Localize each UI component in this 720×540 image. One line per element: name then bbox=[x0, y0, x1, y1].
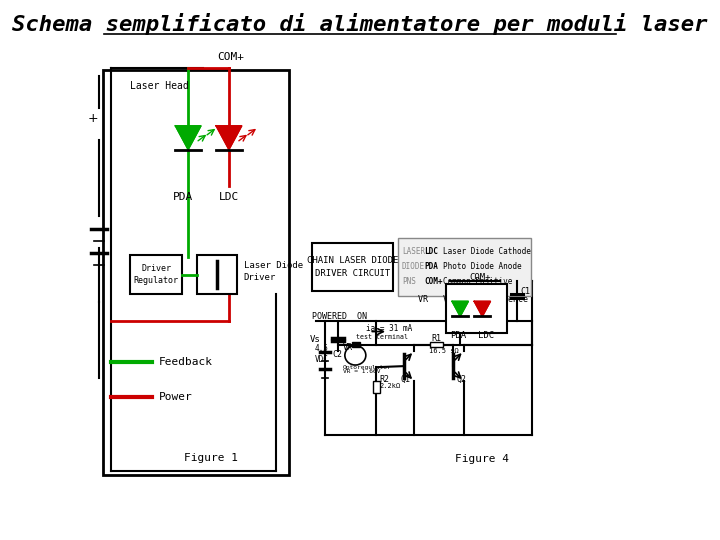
Polygon shape bbox=[452, 301, 468, 316]
Text: VR = 1.66V: VR = 1.66V bbox=[343, 369, 380, 374]
Text: COM+: COM+ bbox=[217, 52, 244, 62]
Text: LDC: LDC bbox=[219, 192, 239, 202]
Text: COM+: COM+ bbox=[424, 277, 443, 286]
Text: Laser Diode Cathode: Laser Diode Cathode bbox=[444, 247, 531, 255]
Text: Feedback: Feedback bbox=[159, 357, 213, 367]
Text: 16.5 sΩ: 16.5 sΩ bbox=[428, 348, 459, 354]
Text: COM+: COM+ bbox=[469, 273, 491, 281]
Text: +: + bbox=[87, 112, 98, 125]
Text: PNS: PNS bbox=[402, 277, 416, 286]
Text: LDC: LDC bbox=[424, 247, 438, 255]
Text: POWERED  ON: POWERED ON bbox=[312, 312, 367, 321]
Text: Common Positive: Common Positive bbox=[444, 277, 513, 286]
Text: 2.2kΩ: 2.2kΩ bbox=[380, 383, 401, 389]
Bar bbox=[102, 70, 289, 475]
Text: LDC: LDC bbox=[477, 332, 494, 340]
Polygon shape bbox=[176, 126, 201, 150]
Bar bbox=[373, 381, 380, 393]
Text: Schema semplificato di alimentatore per moduli laser: Schema semplificato di alimentatore per … bbox=[12, 14, 708, 35]
Text: DIODE: DIODE bbox=[402, 262, 425, 271]
Text: Laser Diode
Driver: Laser Diode Driver bbox=[243, 261, 302, 282]
Text: VR   Voltage Reference: VR Voltage Reference bbox=[418, 295, 528, 303]
Text: LASER: LASER bbox=[402, 247, 425, 255]
Bar bbox=[130, 255, 182, 294]
Text: R2: R2 bbox=[380, 375, 390, 383]
Bar bbox=[430, 342, 443, 347]
Bar bbox=[312, 243, 392, 291]
Bar bbox=[446, 284, 508, 333]
Text: R1: R1 bbox=[432, 334, 441, 342]
Bar bbox=[197, 255, 236, 294]
Text: Driver
Regulator: Driver Regulator bbox=[134, 265, 179, 285]
Text: Q1: Q1 bbox=[401, 375, 411, 383]
Text: CHAIN LASER DIODE
DRIVER CIRCUIT: CHAIN LASER DIODE DRIVER CIRCUIT bbox=[307, 256, 398, 278]
Text: Optoregulator: Optoregulator bbox=[343, 364, 391, 370]
Text: Figure 1: Figure 1 bbox=[184, 453, 238, 463]
Bar bbox=[398, 238, 531, 296]
Text: PDA: PDA bbox=[424, 262, 438, 271]
Text: ia = 31 mA: ia = 31 mA bbox=[366, 324, 412, 333]
Text: Power: Power bbox=[159, 392, 193, 402]
Polygon shape bbox=[474, 301, 490, 316]
Text: Vs: Vs bbox=[310, 335, 320, 343]
Text: PDA: PDA bbox=[450, 332, 467, 340]
Text: Q2: Q2 bbox=[456, 375, 466, 383]
Text: test terminal: test terminal bbox=[356, 334, 408, 340]
Text: 4.5
VDC: 4.5 VDC bbox=[315, 343, 328, 364]
Text: VR: VR bbox=[343, 343, 353, 352]
Bar bbox=[352, 342, 360, 347]
Text: Laser Head: Laser Head bbox=[130, 82, 189, 91]
Text: Photo Diode Anode: Photo Diode Anode bbox=[444, 262, 522, 271]
Text: Figure 4: Figure 4 bbox=[455, 454, 509, 464]
Text: PDA: PDA bbox=[172, 192, 193, 202]
Text: C2: C2 bbox=[333, 350, 343, 359]
Text: C1: C1 bbox=[520, 287, 530, 296]
Polygon shape bbox=[216, 126, 242, 150]
